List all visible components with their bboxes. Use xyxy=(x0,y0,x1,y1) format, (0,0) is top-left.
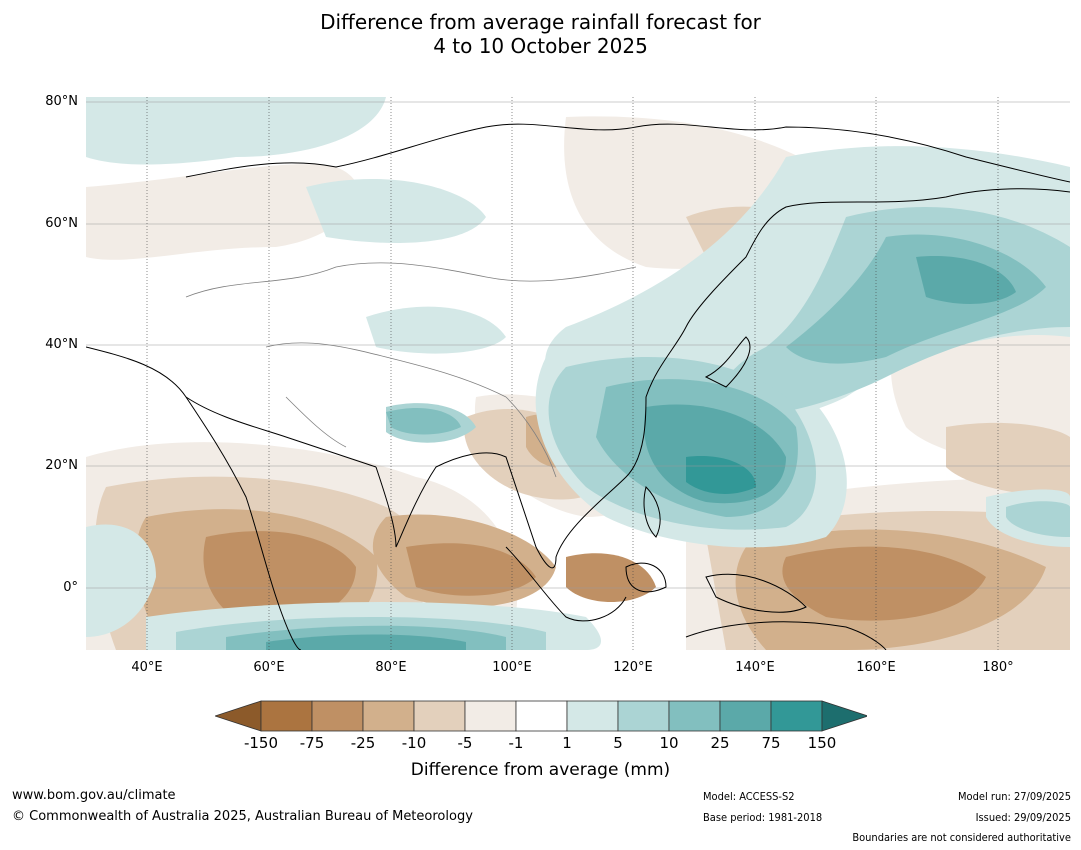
colorbar-cell xyxy=(566,700,619,732)
anomaly-shading xyxy=(86,97,1070,650)
footer-issued: Issued: 29/09/2025 xyxy=(975,811,1071,824)
lat-label-60n: 60°N xyxy=(45,216,78,231)
colorbar-extend-low xyxy=(215,700,262,732)
colorbar-cell xyxy=(362,700,415,732)
colorbar-tick: -1 xyxy=(508,734,524,752)
colorbar-tick: 5 xyxy=(613,734,623,752)
colorbar-tick: 25 xyxy=(710,734,730,752)
colorbar-cell xyxy=(311,700,364,732)
lon-label-60e: 60°E xyxy=(253,660,285,675)
map-title-line1: Difference from average rainfall forecas… xyxy=(320,10,761,34)
colorbar-tick: -150 xyxy=(243,734,279,752)
footer-base-period: Base period: 1981-2018 xyxy=(703,811,823,824)
lon-label-160e: 160°E xyxy=(856,660,896,675)
lon-label-40e: 40°E xyxy=(131,660,163,675)
rainfall-anomaly-map xyxy=(86,97,1070,650)
lat-label-20n: 20°N xyxy=(45,458,78,473)
lat-label-40n: 40°N xyxy=(45,337,78,352)
colorbar-cell xyxy=(413,700,466,732)
colorbar-tick: 10 xyxy=(659,734,679,752)
footer-disclaimer: Boundaries are not considered authoritat… xyxy=(852,831,1071,844)
footer-url[interactable]: www.bom.gov.au/climate xyxy=(12,788,176,803)
footer-model-run: Model run: 27/09/2025 xyxy=(958,790,1071,803)
colorbar-cell xyxy=(515,700,568,732)
country-borders xyxy=(185,262,637,478)
colorbar-tick: -75 xyxy=(299,734,325,752)
footer-model: Model: ACCESS-S2 xyxy=(703,790,795,803)
colorbar-tick: 75 xyxy=(761,734,781,752)
colorbar-cell xyxy=(464,700,517,732)
footer-copyright: © Commonwealth of Australia 2025, Austra… xyxy=(12,809,473,824)
colorbar-cell xyxy=(770,700,823,732)
colorbar xyxy=(215,700,867,732)
lat-label-0: 0° xyxy=(63,580,78,595)
graticule xyxy=(86,101,1070,589)
colorbar-tick: -25 xyxy=(350,734,376,752)
lon-label-100e: 100°E xyxy=(492,660,532,675)
lon-label-180: 180° xyxy=(982,660,1014,675)
colorbar-cell xyxy=(260,700,313,732)
colorbar-title: Difference from average (mm) xyxy=(410,760,671,780)
meridians xyxy=(146,97,999,650)
colorbar-tick: -10 xyxy=(401,734,427,752)
colorbar-tick: -5 xyxy=(457,734,473,752)
lon-label-140e: 140°E xyxy=(735,660,775,675)
colorbar-tick: 1 xyxy=(562,734,572,752)
lat-label-80n: 80°N xyxy=(45,94,78,109)
colorbar-cell xyxy=(719,700,772,732)
map-title-line2: 4 to 10 October 2025 xyxy=(433,34,648,58)
lon-label-80e: 80°E xyxy=(375,660,407,675)
colorbar-cell xyxy=(668,700,721,732)
colorbar-extend-high xyxy=(821,700,867,732)
colorbar-cell xyxy=(617,700,670,732)
coastlines xyxy=(86,123,1070,650)
lon-label-120e: 120°E xyxy=(613,660,653,675)
colorbar-tick: 150 xyxy=(807,734,837,752)
